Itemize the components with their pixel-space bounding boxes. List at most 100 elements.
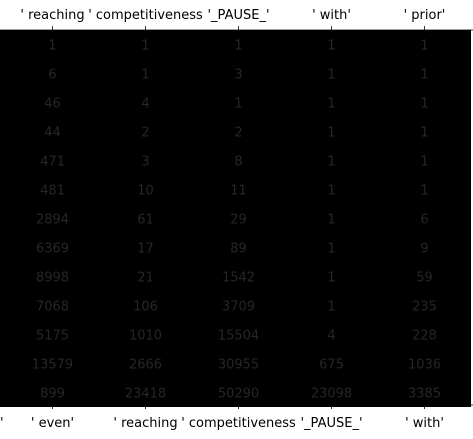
cell-value-label: 2 — [141, 126, 149, 141]
heatmap-cell — [6, 349, 99, 378]
top-tick-labels: ' reaching ' competitiveness '_PAUSE_' ' wi… — [20, 8, 445, 30]
cell-value-label: 23098 — [311, 387, 352, 402]
heatmap-cell — [6, 30, 99, 59]
bottom-tick-label: ' competitiveness — [181, 416, 296, 431]
cell-value-label: 1 — [234, 97, 242, 112]
cell-value-label: 1 — [327, 184, 335, 199]
cell-value-label: 89 — [230, 242, 247, 257]
cell-value-label: 1 — [420, 97, 428, 112]
heatmap-cell — [192, 233, 285, 262]
cell-value-label: 1 — [48, 39, 56, 54]
cell-value-label: 235 — [412, 300, 437, 315]
heatmap-partial-cell — [0, 262, 6, 291]
heatmap-cell — [99, 233, 192, 262]
heatmap-partial-cell — [0, 88, 6, 117]
heatmap-cell — [285, 378, 378, 407]
cell-value-label: 21 — [137, 271, 154, 286]
heatmap-cell — [6, 233, 99, 262]
heatmap-cell — [378, 233, 471, 262]
cell-value-label: 9 — [420, 242, 428, 257]
cell-value-label: 50290 — [218, 387, 259, 402]
heatmap-partial-cell — [0, 59, 6, 88]
cell-value-label: 61 — [137, 213, 154, 228]
heatmap-cell — [285, 320, 378, 349]
top-tick-label: ' with' — [312, 8, 351, 23]
cell-value-label: 1 — [327, 39, 335, 54]
heatmap-partial-cell — [0, 320, 6, 349]
cell-value-label: 1 — [420, 126, 428, 141]
heatmap-partial-cell — [0, 117, 6, 146]
heatmap-cell — [285, 262, 378, 291]
heatmap-partial-cell — [0, 146, 6, 175]
heatmap-cell — [192, 349, 285, 378]
heatmap-cell — [285, 233, 378, 262]
cell-value-label: 4 — [327, 329, 335, 344]
cell-value-label: 1 — [327, 68, 335, 83]
heatmap-cell — [6, 175, 99, 204]
heatmap-cell — [99, 175, 192, 204]
heatmap-cell — [192, 146, 285, 175]
heatmap-cell — [6, 146, 99, 175]
cell-value-label: 4 — [141, 97, 149, 112]
heatmap-cell — [285, 291, 378, 320]
heatmap-partial-cell — [0, 204, 6, 233]
heatmap-cell — [378, 117, 471, 146]
heatmap-cell — [6, 88, 99, 117]
heatmap-partial-cell — [0, 291, 6, 320]
heatmap-partial-cell — [0, 378, 6, 407]
bottom-tick-labels: ' ' even' ' reaching ' competitiveness '_PAU… — [0, 405, 444, 431]
heatmap-cell — [99, 378, 192, 407]
heatmap-cell — [192, 30, 285, 59]
heatmap-cell — [285, 204, 378, 233]
heatmap-cell — [99, 262, 192, 291]
cell-value-label: 1 — [327, 97, 335, 112]
cell-value-label: 1 — [327, 213, 335, 228]
cell-value-label: 8998 — [36, 271, 69, 286]
heatmap-cell — [378, 88, 471, 117]
heatmap-cell — [192, 320, 285, 349]
heatmap-cell — [378, 349, 471, 378]
cell-value-label: 23418 — [125, 387, 166, 402]
heatmap-cell — [6, 262, 99, 291]
heatmap-cell — [6, 204, 99, 233]
heatmap-partial-cell — [0, 349, 6, 378]
cell-value-label: 1 — [234, 39, 242, 54]
cell-value-label: 3 — [141, 155, 149, 170]
heatmap-partial-cell — [0, 30, 6, 59]
cell-value-label: 1 — [141, 39, 149, 54]
heatmap-cell — [378, 59, 471, 88]
heatmap-cell — [6, 378, 99, 407]
cell-value-label: 2 — [234, 126, 242, 141]
cell-value-label: 6369 — [36, 242, 69, 257]
cell-value-label: 2894 — [36, 213, 69, 228]
heatmap-cell — [285, 117, 378, 146]
cell-value-label: 1 — [327, 300, 335, 315]
bottom-tick-label-partial: ' — [0, 416, 4, 431]
heatmap-cell — [99, 30, 192, 59]
cell-value-label: 1 — [420, 184, 428, 199]
heatmap-cell — [378, 204, 471, 233]
cell-value-label: 11 — [230, 184, 247, 199]
heatmap-cell — [285, 59, 378, 88]
heatmap-cell — [378, 30, 471, 59]
cell-value-label: 6 — [48, 68, 56, 83]
heatmap-cell — [6, 117, 99, 146]
heatmap-cell — [99, 320, 192, 349]
heatmap-cell — [192, 204, 285, 233]
cell-value-label: 1 — [420, 155, 428, 170]
heatmap-cell — [378, 291, 471, 320]
heatmap-cell — [378, 378, 471, 407]
cell-value-label: 13579 — [32, 358, 73, 373]
cell-value-label: 1036 — [408, 358, 441, 373]
cell-value-label: 1 — [327, 242, 335, 257]
heatmap-cell — [285, 175, 378, 204]
heatmap-partial-cell — [0, 233, 6, 262]
bottom-tick-label: ' with' — [405, 416, 444, 431]
heatmap-cell — [378, 175, 471, 204]
heatmap-cell — [285, 88, 378, 117]
heatmap-cell — [378, 146, 471, 175]
heatmap-partial-cell — [0, 175, 6, 204]
cell-value-label: 46 — [44, 97, 61, 112]
